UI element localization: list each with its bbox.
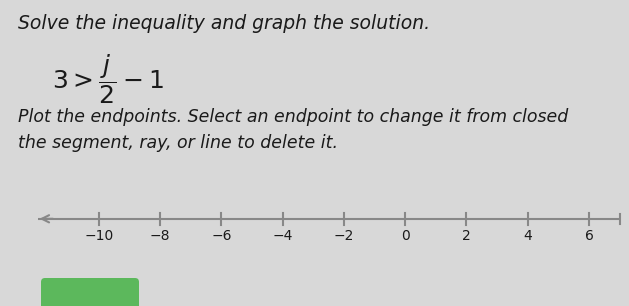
Text: −4: −4 [272,229,293,243]
Text: −6: −6 [211,229,231,243]
Text: Solve the inequality and graph the solution.: Solve the inequality and graph the solut… [18,14,430,33]
Text: 4: 4 [523,229,532,243]
Text: 6: 6 [584,229,593,243]
FancyBboxPatch shape [41,278,139,306]
Text: Submit: Submit [59,288,121,303]
Text: −10: −10 [84,229,114,243]
Text: 0: 0 [401,229,409,243]
Text: −8: −8 [150,229,170,243]
Text: Plot the endpoints. Select an endpoint to change it from closed
the segment, ray: Plot the endpoints. Select an endpoint t… [18,108,568,152]
Text: 2: 2 [462,229,471,243]
Text: −2: −2 [334,229,354,243]
Text: $3 > \dfrac{j}{2} - 1$: $3 > \dfrac{j}{2} - 1$ [52,52,164,106]
